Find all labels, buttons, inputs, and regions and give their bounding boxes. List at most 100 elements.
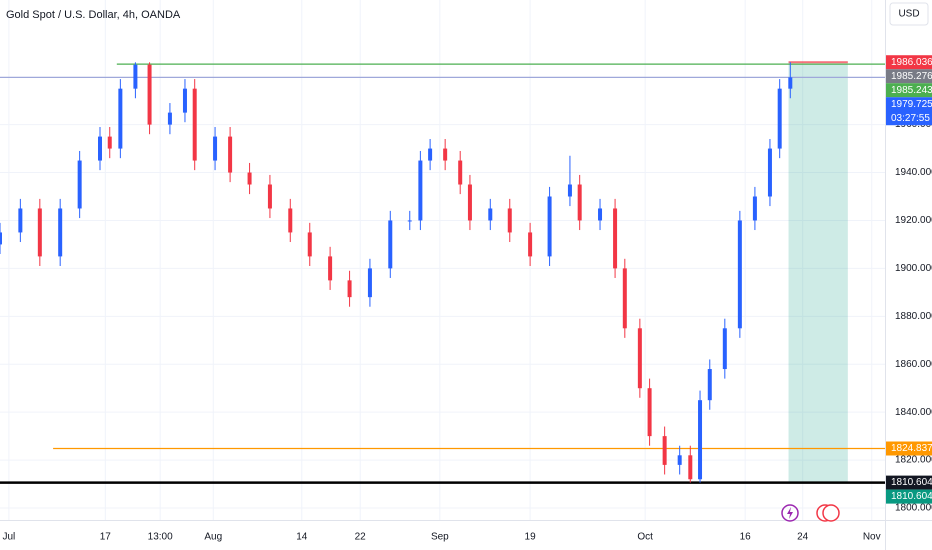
y-tick-label: 1800.000 — [895, 503, 932, 514]
candle-body — [443, 148, 448, 161]
candle-body — [267, 184, 272, 209]
candle-body — [458, 160, 463, 185]
candle-body — [528, 232, 533, 257]
candle-body — [388, 220, 393, 269]
chart-title: Gold Spot / U.S. Dollar, 4h, OANDA — [6, 9, 181, 21]
labels: 1800.000 1820.000 1840.000 1860.000 1880.000… — [2, 55, 932, 543]
candle-body — [737, 220, 742, 329]
event-icon[interactable] — [822, 504, 840, 522]
candle-body — [367, 268, 372, 298]
candle-body — [567, 184, 572, 197]
candle-body — [698, 400, 703, 480]
candle-body — [407, 220, 412, 222]
y-tick-label: 1880.000 — [895, 311, 932, 322]
price-label: 1985.276 — [891, 71, 932, 82]
x-tick-label: 19 — [525, 532, 537, 543]
candle-body — [0, 232, 2, 245]
loss-zone — [788, 61, 848, 64]
price-label: 1979.725 — [891, 99, 932, 110]
y-tick-label: 1820.000 — [895, 455, 932, 466]
price-label: 1985.243 — [891, 85, 932, 96]
y-tick-label: 1860.000 — [895, 359, 932, 370]
grid — [0, 0, 885, 520]
price-label: 1824.837 — [891, 443, 932, 454]
price-label-box — [886, 441, 932, 456]
candle-body — [577, 184, 582, 221]
candle-body — [688, 455, 693, 480]
candle-body — [752, 196, 757, 221]
x-tick-label: 14 — [296, 532, 308, 543]
price-label-box — [886, 97, 932, 126]
candle-body — [488, 208, 493, 221]
candle-body — [288, 208, 293, 233]
candle-body — [428, 148, 433, 161]
x-tick-label: 17 — [100, 532, 112, 543]
x-tick-label: Jul — [2, 532, 15, 543]
y-tick-label: 1940.000 — [895, 167, 932, 178]
candle-body — [647, 388, 652, 437]
price-label-box — [886, 69, 932, 84]
candle-body — [77, 160, 82, 209]
candle-body — [133, 64, 138, 89]
candle-body — [37, 208, 42, 257]
currency-button[interactable] — [889, 2, 929, 26]
candle-body — [637, 328, 642, 389]
price-label-box — [886, 83, 932, 98]
candle-body — [777, 88, 782, 149]
candle-body — [767, 148, 772, 197]
currency[interactable]: USD — [898, 9, 919, 20]
candle-body — [722, 328, 727, 370]
candle-body — [182, 88, 187, 113]
x-tick-label: Sep — [431, 532, 449, 543]
y-tick-label: 1920.000 — [895, 215, 932, 226]
candle-body — [118, 88, 123, 149]
profit-zone — [788, 64, 848, 483]
x-tick-label: 24 — [797, 532, 809, 543]
price-label: 1986.036 — [891, 57, 932, 68]
candle-body — [213, 136, 218, 161]
x-tick-label: Nov — [863, 532, 881, 543]
candle-body — [192, 88, 197, 161]
candle-body — [107, 136, 112, 149]
candle-body — [328, 256, 333, 281]
candle-body — [307, 232, 312, 257]
x-tick-label: 16 — [740, 532, 752, 543]
y-tick-label: 1840.000 — [895, 407, 932, 418]
candle-body — [788, 77, 793, 89]
candle-body — [677, 455, 682, 465]
candle-body — [18, 208, 23, 233]
y-tick-label: 1900.000 — [895, 263, 932, 274]
price-label: 1810.604 — [891, 491, 932, 502]
candle-body — [167, 112, 172, 125]
candle-body — [547, 196, 552, 257]
countdown: 03:27:55 — [891, 113, 930, 124]
candle-body — [662, 436, 667, 465]
price-label: 1810.604 — [891, 477, 932, 488]
x-tick-label: Aug — [204, 532, 222, 543]
event-icon[interactable] — [781, 504, 799, 522]
candle-body — [613, 208, 618, 269]
candle-body — [147, 64, 152, 125]
candle-body — [98, 136, 103, 161]
candle-body — [598, 208, 603, 221]
candle-body — [347, 280, 352, 298]
event-icon[interactable] — [787, 507, 793, 519]
x-tick-label: 13:00 — [148, 532, 173, 543]
x-tick-label: 22 — [355, 532, 367, 543]
price-label-box — [886, 489, 932, 504]
candle-body — [58, 208, 63, 257]
candle-body — [507, 208, 512, 233]
candle-body — [228, 136, 233, 173]
candle-body — [467, 184, 472, 221]
x-tick-label: Oct — [637, 532, 653, 543]
candle-body — [247, 172, 252, 185]
price-label-box — [886, 55, 932, 70]
plot — [0, 61, 885, 484]
candle-body — [622, 268, 627, 329]
price-label-box — [886, 475, 932, 490]
candle-body — [418, 160, 423, 221]
candle-body — [707, 369, 712, 401]
